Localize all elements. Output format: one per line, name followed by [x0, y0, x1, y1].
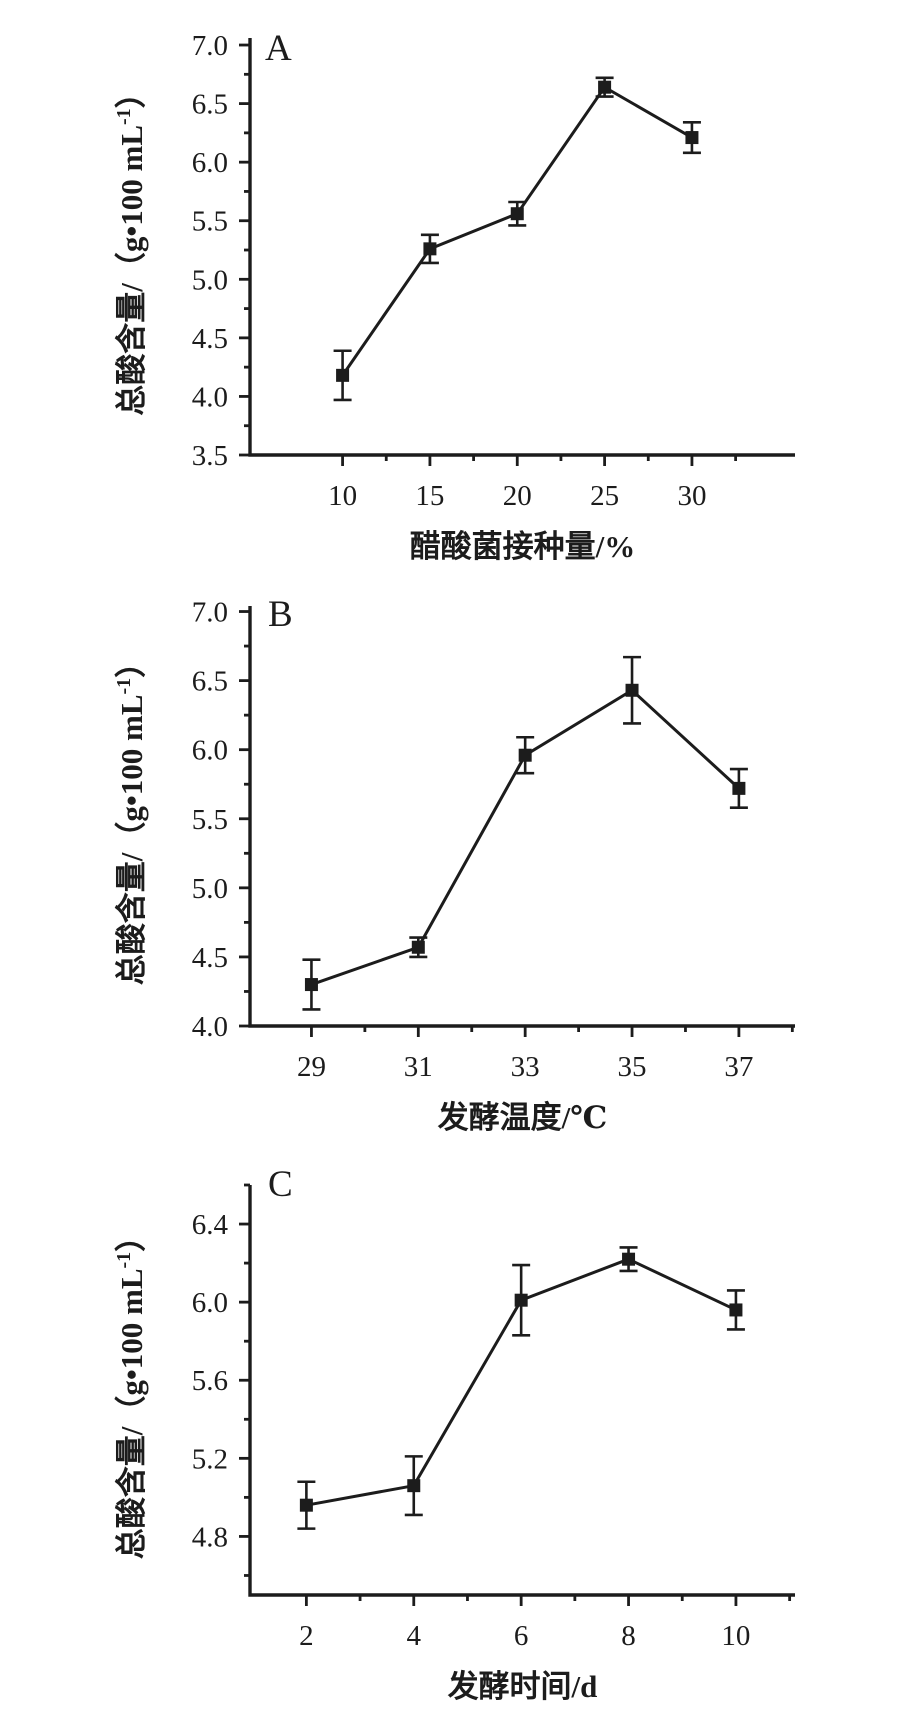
x-tick-label: 37: [724, 1051, 753, 1083]
data-point-marker: [598, 80, 612, 94]
x-tick-label: 30: [677, 480, 706, 512]
series-line: [341, 85, 693, 377]
panel-label: C: [268, 1164, 293, 1205]
y-axis-title: 总酸含量/（g•100 mL-1）: [113, 1221, 149, 1559]
y-tick-label: 4.0: [192, 1011, 228, 1043]
x-axis-title: 醋酸菌接种量/%: [410, 529, 636, 564]
y-tick-label: 5.5: [192, 206, 228, 238]
axis-spines: [248, 606, 795, 1028]
y-tick-label: 5.0: [192, 264, 228, 296]
data-point-marker: [304, 978, 318, 992]
data-point-marker: [510, 207, 524, 221]
x-axis-title: 发酵时间/d: [447, 1669, 598, 1704]
y-tick-label: 6.0: [192, 735, 228, 767]
y-tick-label: 7.0: [192, 597, 228, 629]
y-tick-label: 6.0: [192, 147, 228, 179]
y-tick-label: 5.5: [192, 804, 228, 836]
panel-label: A: [265, 28, 292, 69]
x-tick-label: 25: [590, 480, 619, 512]
y-axis-title: 总酸含量/（g•100 mL-1）: [113, 647, 149, 985]
data-point-marker: [411, 940, 425, 954]
data-point-marker: [729, 1303, 743, 1317]
data-point-marker: [336, 368, 350, 382]
chart-panel-b: 4.0 4.5 5.0 5.5 6.0 6.5 7.0 29 31 33 35 37 发酵温度/℃ 总酸含…: [113, 594, 795, 1135]
x-tick-label: 20: [503, 480, 532, 512]
data-point-marker: [514, 1293, 528, 1307]
panel-label: B: [268, 594, 293, 635]
data-point-marker: [407, 1479, 421, 1493]
y-tick-label: 4.8: [192, 1521, 228, 1553]
data-point-marker: [299, 1498, 313, 1512]
data-point-marker: [732, 781, 746, 795]
chart-panel-c: 4.8 5.2 5.6 6.0 6.4 2 4 6 8 10 发酵时间/d 总酸含量/（g•100 m…: [113, 1164, 795, 1704]
y-tick-label: 6.0: [192, 1287, 228, 1319]
y-tick-label: 7.0: [192, 30, 228, 62]
x-axis-title: 发酵温度/℃: [437, 1100, 608, 1135]
data-point-marker: [625, 683, 639, 697]
y-tick-label: 3.5: [192, 440, 228, 472]
x-tick-label: 8: [621, 1620, 636, 1652]
y-tick-label: 5.2: [192, 1443, 228, 1475]
x-tick-label: 33: [511, 1051, 540, 1083]
data-point-marker: [685, 131, 699, 145]
data-point-marker: [518, 748, 532, 762]
y-tick-label: 5.6: [192, 1365, 228, 1397]
y-tick-label: 6.4: [192, 1209, 229, 1241]
chart-panel-a: 3.5 4.0 4.5 5.0 5.5 6.0 6.5 7.0 10 15 20 25 30 醋酸菌接种量…: [113, 28, 795, 564]
x-tick-label: 4: [407, 1620, 422, 1652]
data-point-marker: [423, 242, 437, 256]
x-tick-label: 6: [514, 1620, 529, 1652]
y-tick-label: 4.5: [192, 942, 228, 974]
x-tick-label: 15: [415, 480, 444, 512]
series-line: [310, 688, 740, 986]
y-axis-title: 总酸含量/（g•100 mL-1）: [113, 77, 149, 415]
y-tick-label: 4.0: [192, 381, 228, 413]
x-tick-label: 10: [721, 1620, 750, 1652]
axis-spines: [248, 38, 795, 457]
y-tick-label: 6.5: [192, 666, 228, 698]
y-tick-label: 4.5: [192, 323, 228, 355]
x-tick-label: 31: [404, 1051, 433, 1083]
x-tick-label: 10: [328, 480, 357, 512]
axis-spines: [248, 1185, 795, 1597]
x-tick-label: 29: [297, 1051, 326, 1083]
x-tick-label: 35: [618, 1051, 647, 1083]
y-tick-label: 6.5: [192, 89, 228, 121]
data-point-marker: [622, 1252, 636, 1266]
x-tick-label: 2: [299, 1620, 314, 1652]
y-tick-label: 5.0: [192, 873, 228, 905]
